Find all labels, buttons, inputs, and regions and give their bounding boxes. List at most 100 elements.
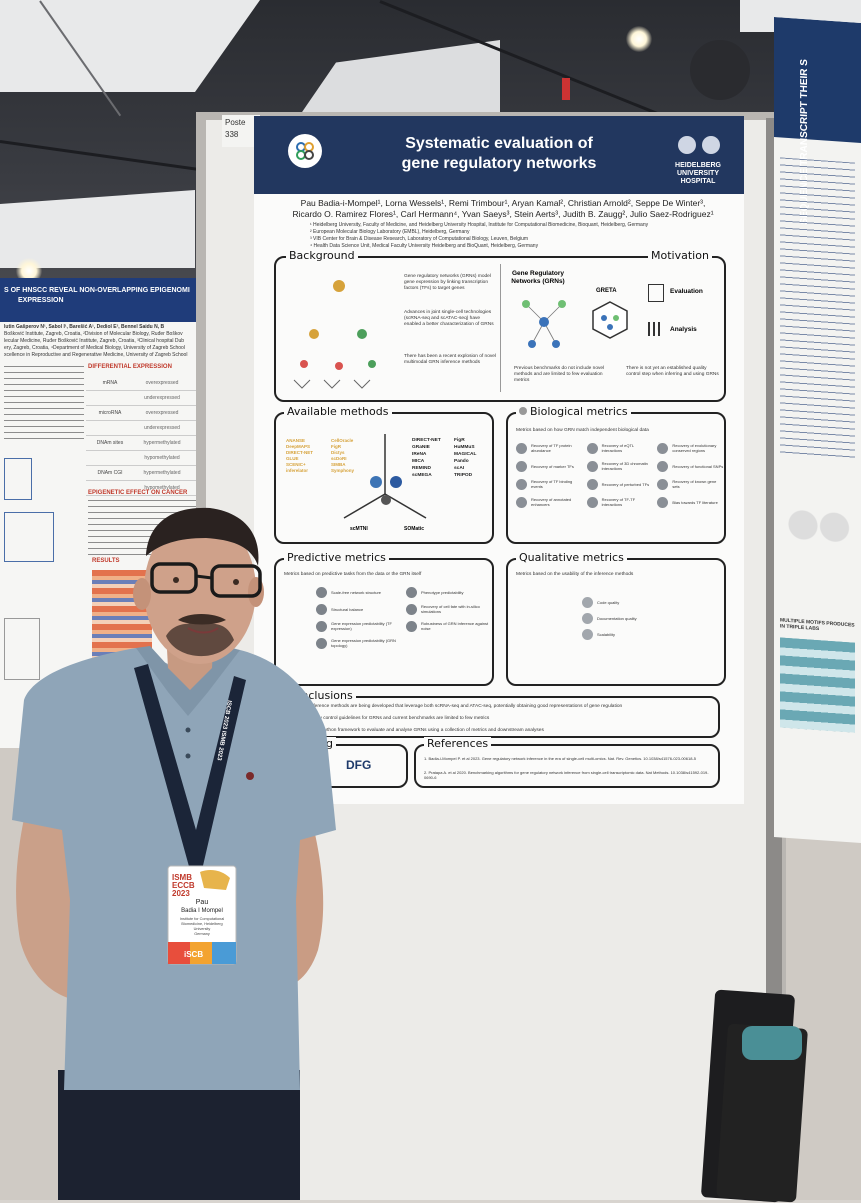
main-poster: Systematic evaluation of gene regulatory… <box>254 116 744 804</box>
reference-item: 1. Badia-i-Mompel P. et al 2023. Gene re… <box>424 756 696 761</box>
metric-icon <box>516 442 527 454</box>
metric-label: Scale-free network structure <box>331 589 382 595</box>
metric-icon <box>657 478 669 490</box>
background-section: Background Motivation Gene regulatory ne… <box>274 249 726 402</box>
affiliation-line: ¹ Heidelberg University, Faculty of Medi… <box>310 222 649 228</box>
left-poster-affiliation: lecular Medicine, Ruđer Bošković Institu… <box>4 338 185 344</box>
clipboard-icon <box>648 284 664 302</box>
hospital-seal-icon <box>702 136 720 154</box>
method-name: DIRECT-NET <box>412 438 441 443</box>
left-neighbor-poster: S OF HNSCC REVEAL NON-OVERLAPPING EPIGEN… <box>0 278 203 748</box>
background-title: Background <box>286 249 358 262</box>
metric-icon <box>516 496 527 508</box>
left-poster-affiliation: Bošković Institute, Zagreb, Croatia, ²Di… <box>4 331 183 337</box>
conclusion-item: is a lack of quality control guidelines … <box>284 716 490 721</box>
method-name: TRIPOD <box>454 473 473 478</box>
metric-item: Scale-free network structure <box>316 584 402 600</box>
predictive-metrics-grid: Scale-free network structure Phenotype pr… <box>316 584 492 651</box>
metric-icon <box>582 628 593 640</box>
poster-authors: Pau Badia-i-Mompel¹, Lorna Wessels¹, Rem… <box>268 198 738 220</box>
institution-logo-text: HEIDELBERG UNIVERSITY HOSPITAL <box>658 162 738 186</box>
metric-item: Gene expression predictability (GRN topo… <box>316 635 402 651</box>
metric-icon <box>406 620 417 632</box>
conclusion-item: Novel GRN inference methods are being de… <box>284 704 623 709</box>
affiliation-line: ² European Molecular Biology Laboratory … <box>310 229 470 235</box>
metric-item: Phenotype predictability <box>406 584 492 600</box>
metric-item: Recovery of TF-TF interactions <box>586 494 654 510</box>
motivation-title: Motivation <box>648 249 712 262</box>
metric-label: Documentation quality <box>597 615 637 621</box>
left-poster-heatmap <box>92 570 152 672</box>
metric-label: Phenotype predictability <box>421 589 464 595</box>
method-label: scMTNI <box>350 526 368 532</box>
grn-heading: Gene Regulatory Networks (GRNs) <box>511 270 565 285</box>
metric-label: Recovery of evolutionary conserved regio… <box>672 443 717 453</box>
metric-label: Structural balance <box>331 606 364 612</box>
table-cell-value: overexpressed <box>145 410 179 416</box>
left-poster-title-line2: EXPRESSION <box>18 297 64 304</box>
table-cell-value: underexpressed <box>144 395 180 401</box>
right-poster-body-text <box>780 157 855 463</box>
left-poster-table-row: mRNA overexpressed <box>86 376 200 391</box>
funding-section: ng DFG <box>274 737 408 788</box>
metric-item: Documentation quality <box>582 610 702 626</box>
background-bullet: Gene regulatory networks (GRNs) model ge… <box>404 274 491 291</box>
affiliation-line: ⁴ Health Data Science Unit, Medical Facu… <box>310 243 539 249</box>
metric-icon <box>316 603 327 615</box>
biological-metrics-section: Biological metrics Metrics based on how … <box>506 405 726 544</box>
metric-item: Recovery of TF protein abundance <box>516 440 583 456</box>
left-poster-table-row: DNAm sites hypermethylated <box>86 436 200 451</box>
left-poster-table-row: hypomethylated <box>86 481 200 496</box>
table-cell-label: microRNA <box>98 410 122 416</box>
method-name: ANANSE <box>286 438 306 443</box>
metric-item: Bias towards TF literature <box>657 494 724 510</box>
metric-icon <box>406 603 417 615</box>
methods-list-right: DIRECT-NET FigR GRaNIE HuMMuS IReNA MAGICAL MI… <box>412 438 492 478</box>
method-name: scDoRI <box>331 456 347 461</box>
left-poster-figure <box>4 512 54 562</box>
metric-label: Recovery of known gene sets <box>672 479 717 489</box>
ceiling-panel <box>0 0 260 92</box>
bar-chart-icon <box>648 322 662 336</box>
predictive-intro: Metrics based on predictive tasks from t… <box>284 572 422 577</box>
affiliation-line: ³ VIB Center for Brain & Disease Researc… <box>310 236 529 242</box>
method-name: CellOracle <box>331 438 354 443</box>
left-poster-body-text <box>88 500 200 560</box>
left-poster-epi-heading: EPIGENETIC EFFECT ON CANCER <box>88 490 188 496</box>
metric-icon <box>516 478 527 490</box>
method-name: GLUE <box>286 456 299 461</box>
metric-label: Recovery of TF binding events <box>531 479 573 489</box>
metric-label: Recovery of eQTL interactions <box>601 443 634 453</box>
metric-item: Recovery of marker TFs <box>516 458 583 474</box>
metric-icon <box>582 612 593 624</box>
cell-schematic-illustration <box>293 280 376 389</box>
metric-item: Scalability <box>582 626 702 642</box>
qualitative-metrics-title: Qualitative metrics <box>516 551 627 564</box>
qualitative-metrics-list: Code quality Documentation quality Scalabi… <box>582 594 702 642</box>
poster-title: Systematic evaluation of gene regulatory… <box>374 134 624 174</box>
right-poster-table <box>780 637 855 733</box>
right-poster-figure <box>782 487 852 583</box>
method-name: FigR <box>454 438 465 443</box>
metric-label: Recovery of annotated enhancers <box>531 497 572 507</box>
ceiling-vent <box>690 40 750 100</box>
analysis-label: Analysis <box>670 326 697 333</box>
metric-label: Recovery of TF protein abundance <box>531 443 572 453</box>
method-name: MICA <box>412 459 425 464</box>
grn-network-icon <box>522 300 566 348</box>
conclusions-section: Conclusions Novel GRN inference methods … <box>274 689 720 738</box>
ceiling-sensor <box>562 78 570 100</box>
greta-hexagon-icon <box>592 301 628 339</box>
left-poster-figure <box>4 458 32 500</box>
metric-icon <box>586 478 598 490</box>
left-poster-table-row: DNAm CGI hypermethylated <box>86 466 200 481</box>
poster-tube-cap <box>742 1026 802 1060</box>
method-name: GRaNIE <box>412 445 430 450</box>
left-poster-results-heading: RESULTS <box>92 558 120 564</box>
biological-metrics-title: Biological metrics <box>516 405 631 418</box>
qualitative-metrics-section: Qualitative metrics Metrics based on the… <box>506 551 726 686</box>
metric-item: Recovery of cell fate with in-silico sim… <box>406 601 492 617</box>
metric-icon <box>657 460 669 472</box>
method-name: HuMMuS <box>454 445 475 450</box>
metric-label: Recovery of perturbed TFs <box>601 481 650 487</box>
